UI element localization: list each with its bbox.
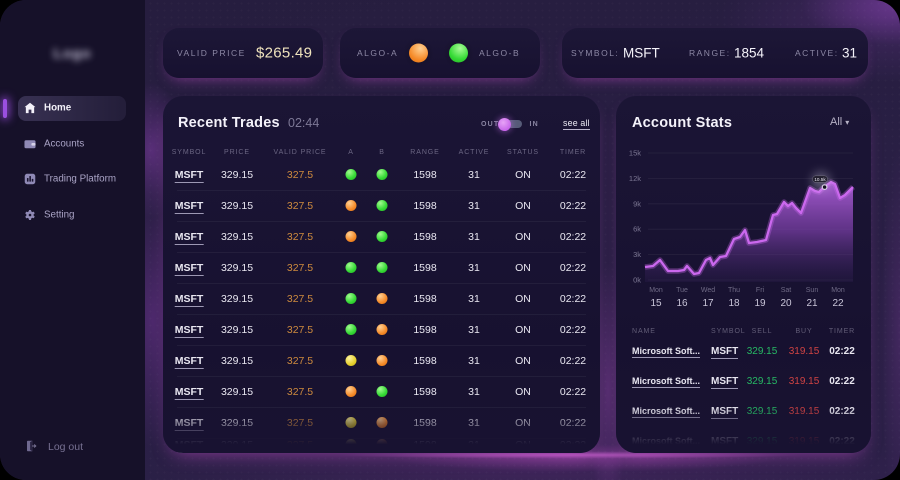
svg-text:9k: 9k: [633, 199, 641, 208]
svg-text:6k: 6k: [633, 225, 641, 234]
svg-text:12k: 12k: [629, 174, 641, 183]
svg-text:0k: 0k: [633, 276, 641, 285]
svg-text:15k: 15k: [629, 149, 641, 158]
svg-text:10.5k: 10.5k: [814, 177, 826, 182]
svg-text:3k: 3k: [633, 250, 641, 259]
